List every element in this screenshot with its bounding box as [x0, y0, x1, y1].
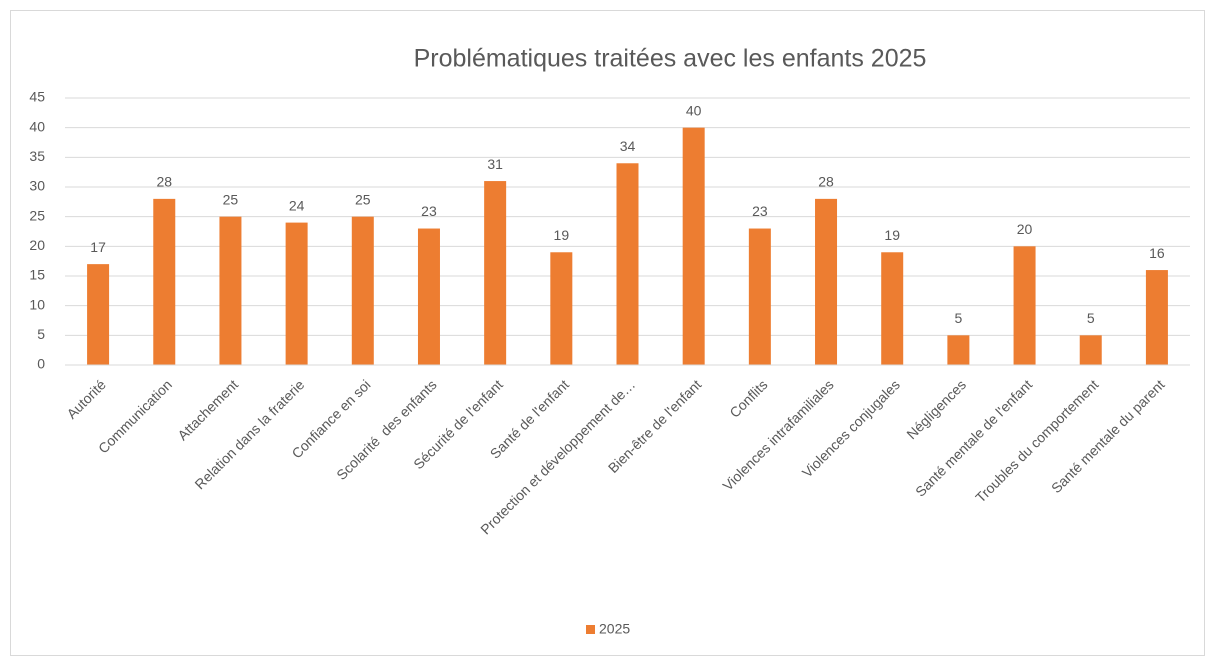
bar	[153, 198, 176, 365]
data-label: 24	[289, 197, 305, 213]
bar	[947, 335, 970, 365]
data-label: 25	[355, 191, 371, 207]
bar	[1145, 270, 1168, 365]
bar	[616, 163, 639, 365]
data-label: 23	[752, 203, 768, 219]
y-tick-label: 30	[29, 178, 45, 194]
bar	[682, 127, 705, 366]
data-label: 19	[554, 227, 570, 243]
data-label: 17	[90, 239, 106, 255]
data-label: 25	[223, 191, 239, 207]
data-label: 28	[818, 174, 834, 190]
bar	[219, 216, 242, 365]
bar	[1013, 246, 1036, 365]
bar	[550, 252, 573, 365]
data-label: 5	[1087, 310, 1095, 326]
data-label: 40	[686, 102, 702, 118]
bar	[1079, 335, 1102, 365]
bar	[748, 228, 771, 365]
bar	[815, 198, 838, 365]
data-label: 31	[487, 156, 503, 172]
bar	[417, 228, 440, 365]
bar	[881, 252, 904, 365]
y-tick-label: 20	[29, 237, 45, 253]
y-tick-label: 25	[29, 207, 45, 223]
y-tick-label: 0	[37, 356, 45, 372]
bar	[484, 181, 507, 365]
legend-swatch	[586, 625, 595, 634]
y-tick-label: 5	[37, 326, 45, 342]
y-tick-label: 40	[29, 118, 45, 134]
bar	[351, 216, 374, 365]
data-label: 16	[1149, 245, 1165, 261]
data-label: 34	[620, 138, 636, 154]
y-tick-label: 35	[29, 148, 45, 164]
bar	[285, 222, 308, 365]
data-label: 19	[884, 227, 900, 243]
chart-title: Problématiques traitées avec les enfants…	[414, 45, 927, 73]
data-label: 20	[1017, 221, 1033, 237]
data-label: 5	[954, 310, 962, 326]
y-tick-label: 15	[29, 267, 45, 283]
chart-border	[10, 10, 1205, 656]
y-tick-label: 10	[29, 296, 45, 312]
data-label: 28	[156, 174, 172, 190]
data-label: 23	[421, 203, 437, 219]
y-tick-label: 45	[29, 89, 45, 105]
bar	[87, 264, 110, 365]
legend-label: 2025	[599, 621, 630, 637]
